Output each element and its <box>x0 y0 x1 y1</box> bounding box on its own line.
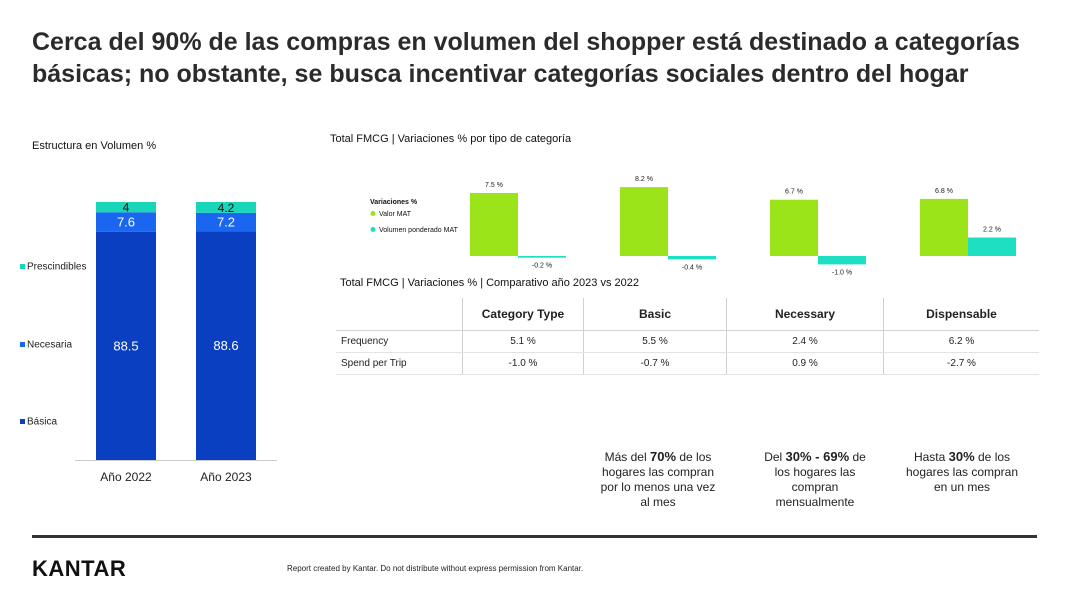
comparative-table: Category Type Basic Necessary Dispensabl… <box>336 298 1039 375</box>
bar-prescindibles <box>196 202 256 213</box>
note-basic: Más del 70% de los hogares las compran p… <box>598 449 718 510</box>
note-highlight: 30% - 69% <box>785 449 850 464</box>
note-highlight: 70% <box>649 449 677 464</box>
note-necessary: Del 30% - 69% de los hogares las compran… <box>755 449 875 510</box>
data-label: 7.2 <box>217 215 235 230</box>
data-label: 88.6 <box>213 338 238 353</box>
row-label: Frequency <box>336 330 463 353</box>
comparative-label: Total FMCG | Variaciones % | Comparativo… <box>340 277 639 289</box>
note-text: de los hogares las compran mensualmente <box>774 450 866 509</box>
table-header-necessary: Necessary <box>726 298 884 331</box>
data-label: 88.5 <box>113 338 138 353</box>
table-cell: -1.0 % <box>462 352 584 375</box>
bar-necesaria <box>96 212 156 232</box>
legend-marker <box>370 211 376 216</box>
x-tick-label: Año 2022 <box>100 470 152 484</box>
bar-valor-mat <box>470 193 518 256</box>
bar-volumen-ponderado-mat <box>818 256 866 265</box>
legend-label: Necesaria <box>27 340 72 351</box>
table-row: Spend per Trip -1.0 % -0.7 % 0.9 % -2.7 … <box>336 352 1039 375</box>
table-row: Frequency 5.1 % 5.5 % 2.4 % 6.2 % <box>336 330 1039 353</box>
bar-volumen-ponderado-mat <box>968 237 1016 256</box>
table-cell: 6.2 % <box>883 330 1039 353</box>
note-highlight: 30% <box>948 449 975 464</box>
table-cell: 2.4 % <box>726 330 884 353</box>
kantar-logo: KANTAR <box>32 556 127 581</box>
row-label: Spend per Trip <box>336 352 463 375</box>
legend-marker <box>20 419 25 424</box>
data-label: 4 <box>123 201 130 215</box>
note-text: de los hogares las compran en un mes <box>905 450 1019 494</box>
table-cell: 0.9 % <box>726 352 884 375</box>
table-header-dispensable: Dispensable <box>883 298 1039 331</box>
bar-valor-mat <box>770 199 818 256</box>
data-label: 4.2 <box>218 201 235 215</box>
data-label: 7.6 <box>117 215 135 230</box>
note-text: Hasta <box>913 450 949 464</box>
variations-chart-label: Total FMCG | Variaciones % por tipo de c… <box>330 133 572 145</box>
note-text: de los hogares las compran por lo menos … <box>600 450 716 509</box>
legend-label: Prescindibles <box>27 262 86 273</box>
table-cell: 5.5 % <box>583 330 727 353</box>
bar-básica <box>96 231 156 460</box>
table-header-row: Category Type Basic Necessary Dispensabl… <box>336 298 1039 331</box>
legend-marker <box>370 227 376 232</box>
bar-valor-mat <box>920 198 968 256</box>
legend-marker <box>20 264 25 269</box>
data-label: 8.2 % <box>635 176 653 183</box>
x-tick-label: Año 2023 <box>200 470 252 484</box>
variations-chart: 7.5 % -0.2 % 8.2 % -0.4 % 6.7 % -1.0 % 6.8 % 2.… <box>370 176 1016 276</box>
table-header-category-type: Category Type <box>462 298 584 331</box>
page-title: Cerca del 90% de las compras en volumen … <box>32 28 1020 88</box>
footer-disclaimer: Report created by Kantar. Do not distrib… <box>287 564 584 573</box>
bar-volumen-ponderado-mat <box>668 256 716 260</box>
legend-label: Valor MAT <box>379 211 412 218</box>
data-label: 2.2 % <box>983 227 1001 234</box>
table-cell: -2.7 % <box>883 352 1039 375</box>
structure-chart-label: Estructura en Volumen % <box>32 140 157 152</box>
bar-necesaria <box>196 212 256 232</box>
volume-structure-chart: 88.5 7.64 Año 2022 88.6 7.24.2 Año 2023 Presci… <box>20 201 277 484</box>
note-dispensable: Hasta 30% de los hogares las compran en … <box>902 449 1022 495</box>
footer-divider <box>32 535 1037 538</box>
data-label: 6.7 % <box>785 189 803 196</box>
bar-valor-mat <box>620 187 668 256</box>
bar-prescindibles <box>96 202 156 213</box>
legend-label: Volumen ponderado MAT <box>379 227 459 234</box>
bar-volumen-ponderado-mat <box>518 256 566 258</box>
data-label: 7.5 % <box>485 182 503 189</box>
table-cell: 5.1 % <box>462 330 584 353</box>
note-text: Más del <box>604 450 650 464</box>
data-label: -1.0 % <box>832 269 852 276</box>
table-cell: -0.7 % <box>583 352 727 375</box>
table-header-empty <box>336 298 463 331</box>
data-label: -0.4 % <box>682 264 702 271</box>
data-label: 6.8 % <box>935 188 953 195</box>
legend-marker <box>20 342 25 347</box>
note-text: Del <box>764 450 786 464</box>
data-label: -0.2 % <box>532 263 552 270</box>
legend-title: Variaciones % <box>370 199 418 206</box>
table-header-basic: Basic <box>583 298 727 331</box>
bar-básica <box>196 231 256 460</box>
legend-label: Básica <box>27 417 57 428</box>
